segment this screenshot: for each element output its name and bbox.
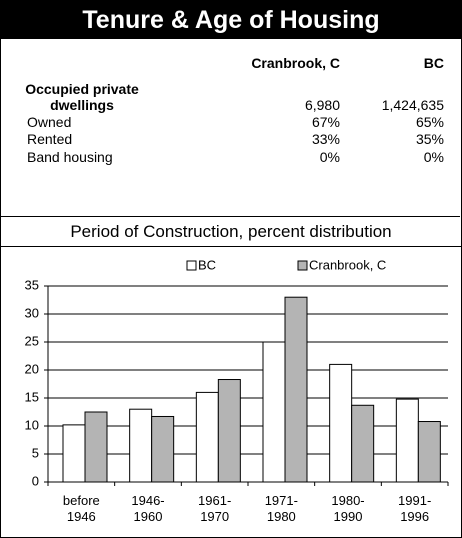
y-tick-label: 20 bbox=[25, 361, 39, 376]
cell: 33% bbox=[311, 131, 340, 147]
bar bbox=[351, 404, 375, 483]
bar bbox=[62, 424, 86, 483]
title: Tenure & Age of Housing bbox=[1, 1, 461, 39]
table: Cranbrook, C BC Occupied private dwellin… bbox=[1, 39, 460, 217]
y-tick-label: 15 bbox=[25, 389, 39, 404]
bar bbox=[262, 341, 286, 483]
legend-swatch bbox=[186, 260, 197, 271]
x-tick-label: 1971-1980 bbox=[264, 493, 298, 524]
y-tick-label: 10 bbox=[25, 417, 39, 432]
row-label: Occupied private dwellings bbox=[25, 81, 139, 113]
bar bbox=[417, 421, 441, 483]
bar bbox=[195, 391, 219, 483]
x-tick-label: 1991-1996 bbox=[398, 493, 432, 524]
bar bbox=[84, 411, 108, 483]
x-tick-label: before 1946 bbox=[62, 493, 100, 524]
legend-label: BC bbox=[198, 257, 216, 272]
x-tick-label: 1946-1960 bbox=[131, 493, 165, 524]
bar bbox=[129, 408, 153, 483]
bar bbox=[395, 398, 419, 483]
legend-label: Cranbrook, C bbox=[309, 257, 386, 272]
chart: 0 5 10 15 20 25 30 35 BC Cranbrook, C bbox=[25, 257, 449, 488]
column-header: Cranbrook, C bbox=[251, 55, 340, 71]
cell: 0% bbox=[319, 149, 340, 165]
bar bbox=[217, 379, 241, 483]
y-tick-label: 35 bbox=[25, 277, 39, 292]
cell: 35% bbox=[415, 131, 444, 147]
y-tick-label: 30 bbox=[25, 305, 39, 320]
cell: 65% bbox=[415, 114, 444, 130]
row-label: Rented bbox=[27, 131, 73, 147]
chart-title: Period of Construction, percent distribu… bbox=[1, 217, 461, 247]
bar bbox=[151, 415, 175, 483]
cell: 1,424,635 bbox=[381, 97, 444, 113]
cell: 0% bbox=[423, 149, 444, 165]
y-tick-label: 0 bbox=[32, 473, 39, 488]
bar bbox=[284, 296, 308, 483]
row-label: Band housing bbox=[27, 149, 113, 165]
legend-swatch bbox=[297, 260, 308, 271]
y-tick-label: 5 bbox=[32, 445, 39, 460]
x-tick-label: 1980-1990 bbox=[331, 493, 365, 524]
row-label: Owned bbox=[27, 114, 72, 130]
y-tick-label: 25 bbox=[25, 333, 39, 348]
cell: 67% bbox=[311, 114, 340, 130]
column-header: BC bbox=[423, 55, 444, 71]
cell: 6,980 bbox=[304, 97, 340, 113]
x-tick-label: 1961-1970 bbox=[198, 493, 232, 524]
bar bbox=[329, 363, 353, 483]
